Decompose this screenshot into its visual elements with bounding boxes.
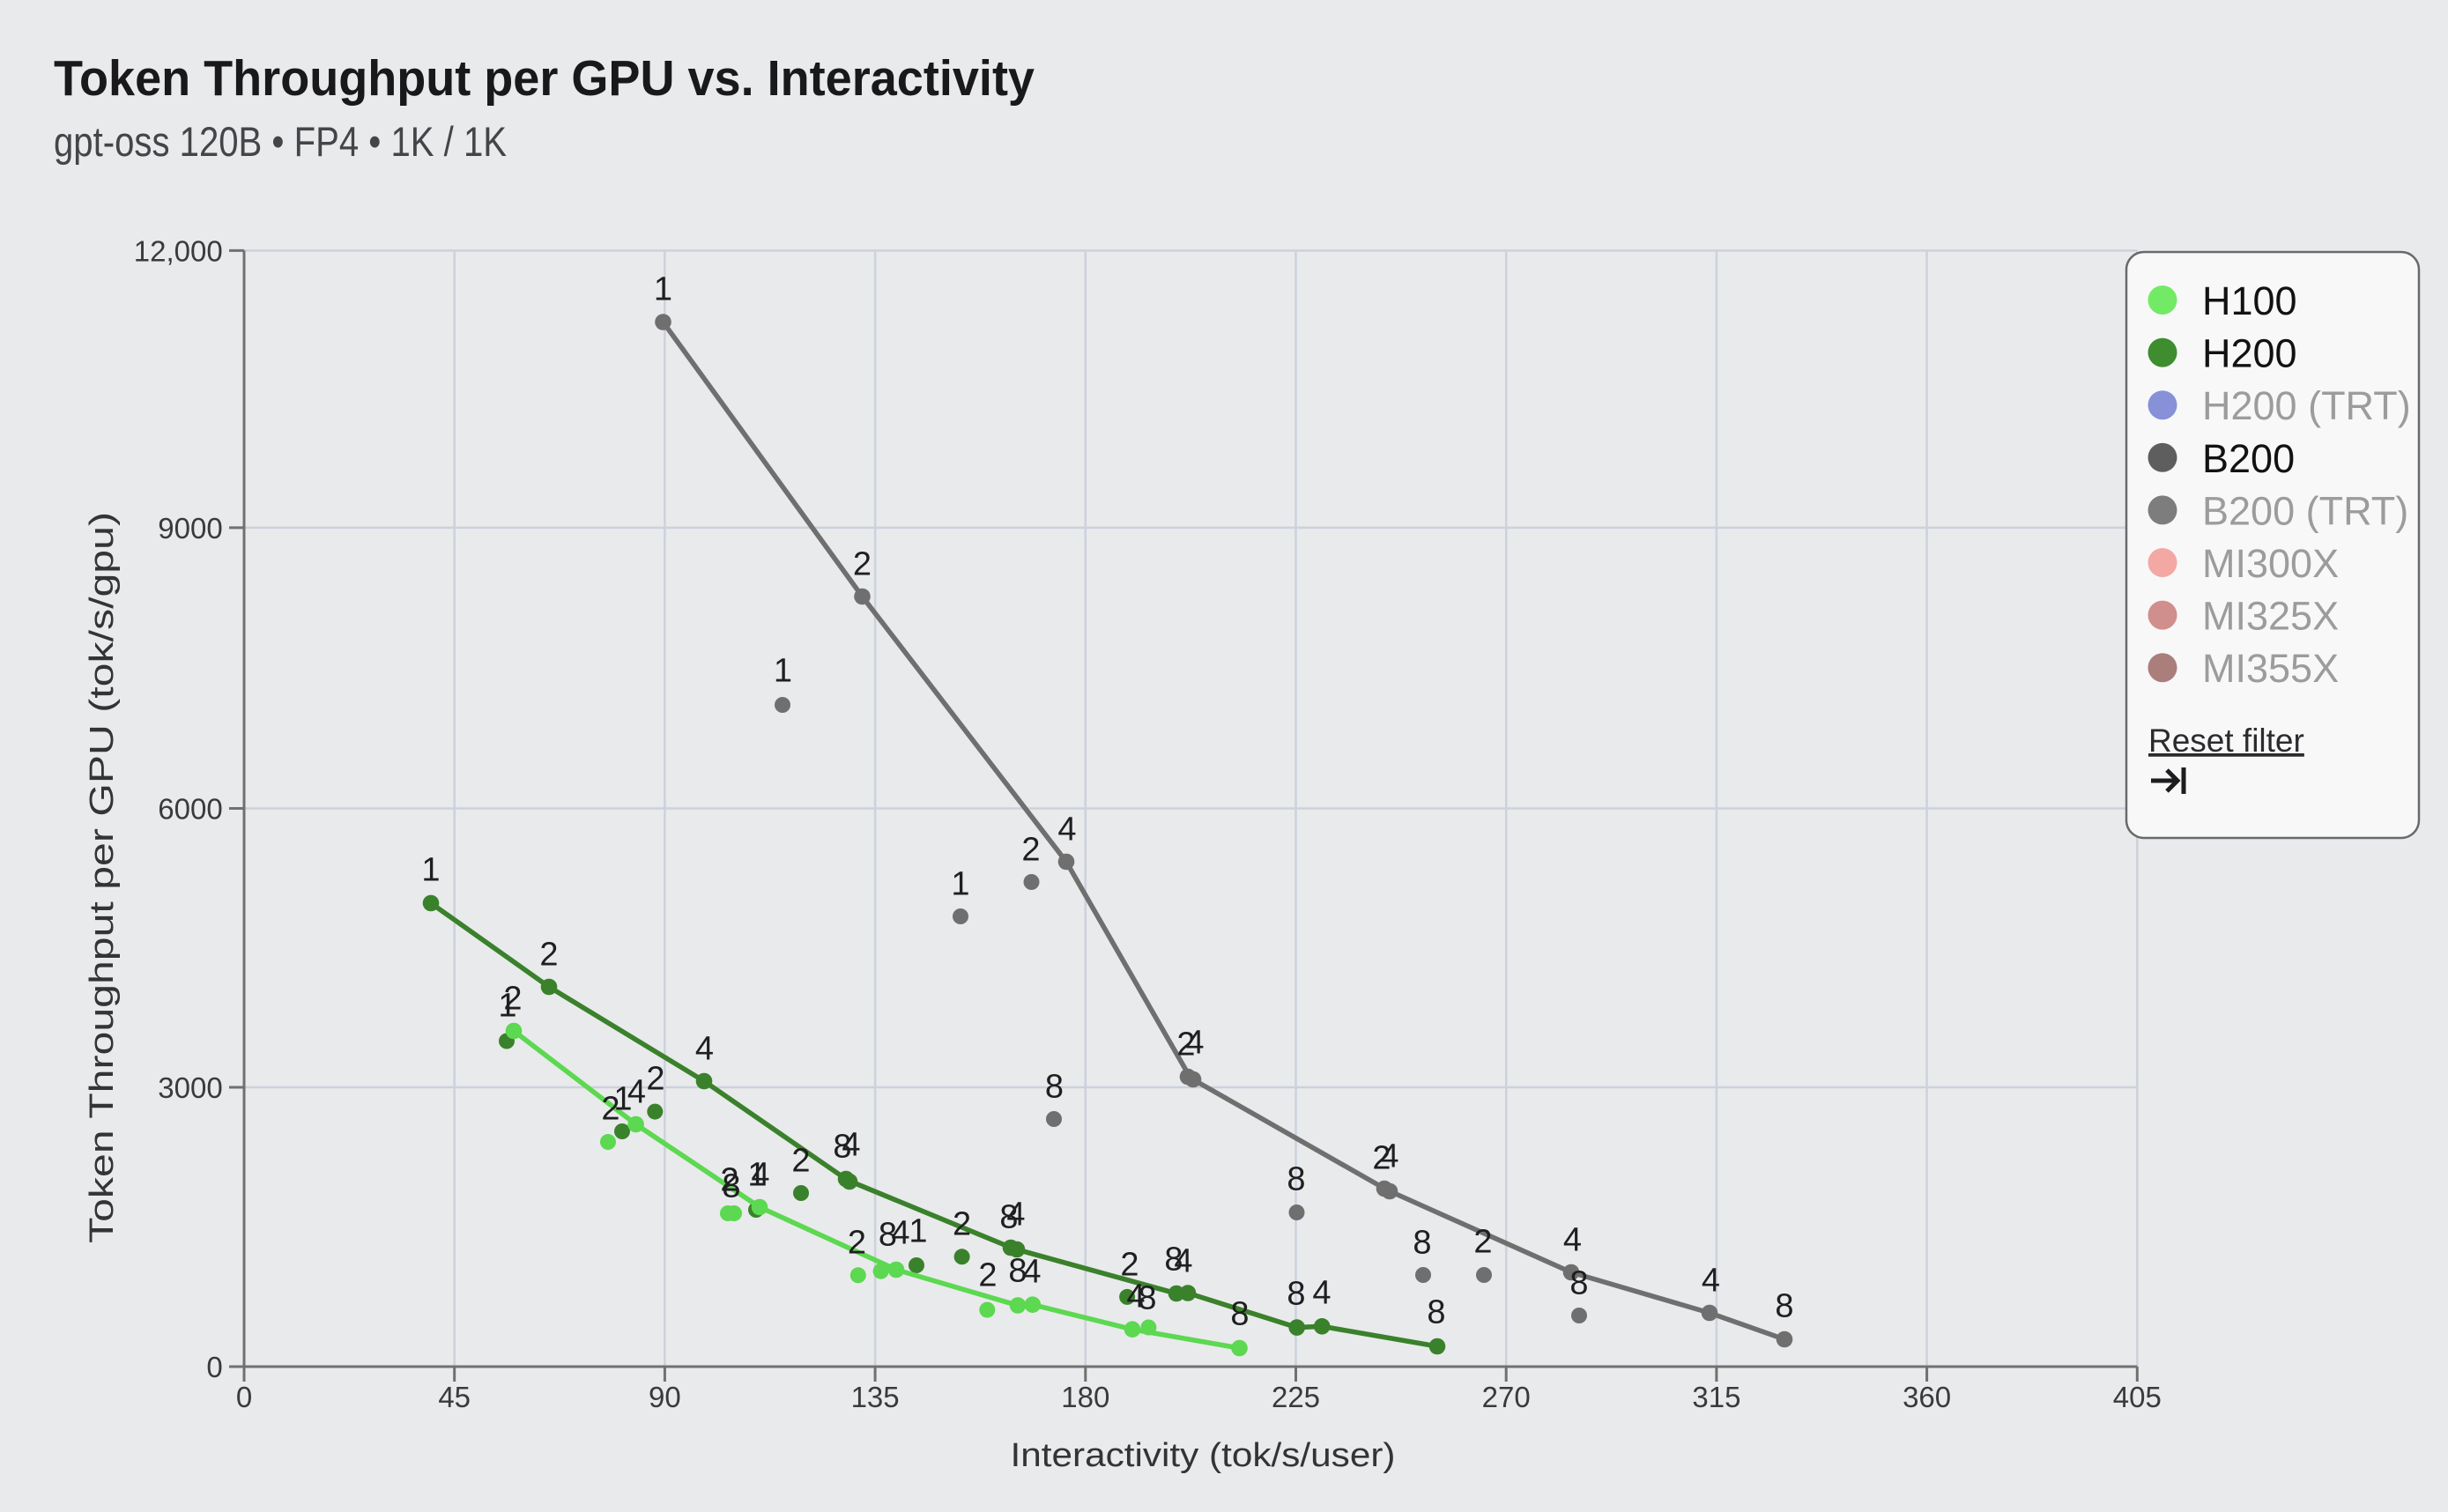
svg-text:Interactivity (tok/s/user): Interactivity (tok/s/user) bbox=[1011, 1437, 1396, 1474]
svg-text:8: 8 bbox=[1230, 1296, 1249, 1333]
svg-text:4: 4 bbox=[1006, 1197, 1025, 1234]
svg-text:Reset filter: Reset filter bbox=[2148, 723, 2304, 759]
svg-text:2: 2 bbox=[848, 1225, 866, 1262]
svg-text:1: 1 bbox=[498, 988, 516, 1025]
svg-text:180: 180 bbox=[1061, 1381, 1109, 1413]
svg-text:4: 4 bbox=[1563, 1222, 1582, 1259]
svg-text:8: 8 bbox=[1164, 1241, 1183, 1279]
svg-text:MI355X: MI355X bbox=[2202, 646, 2339, 691]
svg-text:3000: 3000 bbox=[158, 1071, 222, 1104]
svg-text:8: 8 bbox=[833, 1129, 851, 1166]
svg-text:225: 225 bbox=[1272, 1381, 1320, 1413]
svg-text:B200 (TRT): B200 (TRT) bbox=[2202, 488, 2408, 533]
svg-text:4: 4 bbox=[751, 1157, 769, 1194]
svg-text:8: 8 bbox=[879, 1217, 897, 1254]
svg-text:8: 8 bbox=[1287, 1276, 1305, 1313]
svg-text:8: 8 bbox=[1287, 1161, 1305, 1198]
svg-text:9000: 9000 bbox=[158, 512, 222, 545]
svg-text:405: 405 bbox=[2113, 1381, 2162, 1413]
svg-text:Token Throughput per GPU vs. I: Token Throughput per GPU vs. Interactivi… bbox=[54, 50, 1035, 107]
svg-text:8: 8 bbox=[1413, 1225, 1431, 1262]
svg-text:4: 4 bbox=[1057, 812, 1076, 849]
svg-text:2: 2 bbox=[503, 981, 522, 1018]
svg-text:4: 4 bbox=[1380, 1138, 1398, 1175]
svg-text:2: 2 bbox=[539, 937, 558, 974]
svg-text:90: 90 bbox=[649, 1381, 681, 1413]
svg-text:2: 2 bbox=[720, 1162, 738, 1199]
svg-text:4: 4 bbox=[627, 1074, 646, 1111]
svg-text:4: 4 bbox=[891, 1215, 909, 1252]
svg-text:12,000: 12,000 bbox=[134, 234, 223, 267]
svg-text:4: 4 bbox=[1126, 1279, 1145, 1316]
svg-text:4: 4 bbox=[1312, 1275, 1331, 1312]
svg-text:8: 8 bbox=[1427, 1294, 1445, 1331]
svg-text:2: 2 bbox=[646, 1061, 664, 1098]
svg-text:6000: 6000 bbox=[158, 793, 222, 826]
svg-text:45: 45 bbox=[438, 1381, 471, 1413]
svg-text:1: 1 bbox=[654, 271, 672, 308]
svg-text:8: 8 bbox=[1775, 1288, 1793, 1325]
svg-text:4: 4 bbox=[1702, 1263, 1720, 1300]
svg-text:0: 0 bbox=[206, 1351, 222, 1383]
svg-text:2: 2 bbox=[601, 1091, 619, 1128]
svg-text:2: 2 bbox=[953, 1206, 971, 1243]
svg-text:2: 2 bbox=[978, 1257, 997, 1294]
svg-text:2: 2 bbox=[1473, 1224, 1492, 1261]
svg-text:0: 0 bbox=[236, 1381, 252, 1413]
svg-text:gpt-oss 120B • FP4 • 1K / 1K: gpt-oss 120B • FP4 • 1K / 1K bbox=[54, 118, 507, 165]
svg-text:270: 270 bbox=[1482, 1381, 1531, 1413]
svg-text:8: 8 bbox=[1138, 1280, 1156, 1317]
svg-text:8: 8 bbox=[1569, 1265, 1588, 1302]
svg-text:MI325X: MI325X bbox=[2202, 594, 2339, 639]
svg-text:Token Throughput per GPU (tok/: Token Throughput per GPU (tok/s/gpu) bbox=[84, 512, 121, 1243]
svg-text:MI300X: MI300X bbox=[2202, 541, 2339, 586]
svg-text:H100: H100 bbox=[2202, 278, 2297, 323]
svg-text:1: 1 bbox=[613, 1081, 632, 1118]
svg-text:2: 2 bbox=[1120, 1247, 1139, 1284]
svg-text:2: 2 bbox=[853, 546, 872, 583]
svg-text:1: 1 bbox=[421, 852, 440, 889]
svg-text:8: 8 bbox=[999, 1199, 1018, 1236]
svg-text:8: 8 bbox=[1045, 1069, 1064, 1106]
svg-text:2: 2 bbox=[1021, 832, 1040, 869]
svg-text:H200: H200 bbox=[2202, 331, 2297, 376]
svg-text:1: 1 bbox=[774, 653, 792, 690]
svg-text:4: 4 bbox=[695, 1031, 714, 1068]
svg-text:H200 (TRT): H200 (TRT) bbox=[2202, 383, 2411, 428]
svg-text:315: 315 bbox=[1692, 1381, 1740, 1413]
svg-text:1: 1 bbox=[909, 1213, 927, 1250]
svg-text:4: 4 bbox=[1185, 1025, 1204, 1062]
svg-text:2: 2 bbox=[1372, 1140, 1391, 1177]
svg-text:4: 4 bbox=[1174, 1243, 1192, 1280]
svg-text:1: 1 bbox=[747, 1157, 766, 1194]
svg-text:360: 360 bbox=[1903, 1381, 1951, 1413]
svg-text:135: 135 bbox=[851, 1381, 900, 1413]
svg-text:8: 8 bbox=[1008, 1253, 1027, 1290]
svg-text:B200: B200 bbox=[2202, 436, 2295, 481]
svg-text:8: 8 bbox=[722, 1168, 740, 1205]
svg-text:4: 4 bbox=[842, 1127, 860, 1164]
svg-text:2: 2 bbox=[791, 1143, 810, 1180]
svg-text:2: 2 bbox=[1176, 1027, 1195, 1064]
svg-text:4: 4 bbox=[1022, 1254, 1041, 1291]
svg-text:1: 1 bbox=[951, 866, 969, 903]
